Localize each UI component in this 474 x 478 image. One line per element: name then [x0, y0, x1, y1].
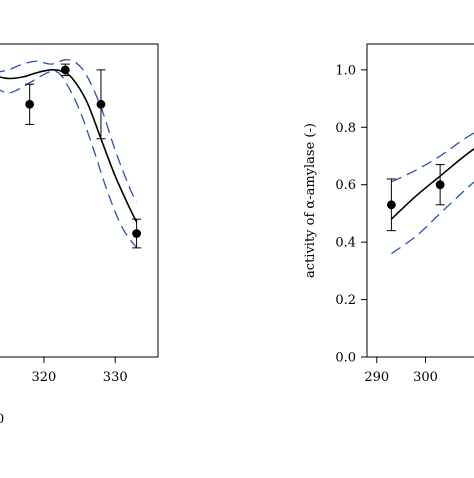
right-chart-fit-line	[390, 147, 474, 220]
right-chart-y-tick-label: 0.6	[335, 178, 356, 193]
right-chart-ci-lower-line	[390, 181, 474, 255]
right-chart-data-point	[386, 200, 396, 210]
left-chart-x-axis-label-fragment: 0	[0, 412, 4, 427]
right-chart-y-tick-label: 0.2	[335, 293, 356, 308]
right-chart-frame	[366, 43, 474, 358]
left-chart-ci-upper-line	[0, 59, 138, 203]
right-chart-y-tick-label: 1.0	[335, 63, 356, 78]
left-chart-data-point	[25, 99, 35, 109]
right-chart: 290 300 0.0 0.2 0.4 0.6 0.8 1.0 activity of α-am…	[303, 43, 474, 385]
left-chart-x-tick-label: 320	[31, 370, 56, 385]
right-chart-x-tick-label: 290	[364, 370, 389, 385]
right-chart-y-axis-title: activity of α-amylase (-)	[303, 123, 318, 278]
right-chart-ci-upper-line	[391, 132, 474, 183]
right-chart-x-tick-label: 300	[413, 370, 438, 385]
right-chart-plot-area	[386, 132, 474, 255]
right-chart-y-tick-label: 0.8	[335, 121, 356, 136]
left-chart-frame	[0, 43, 159, 358]
left-chart-data-point	[96, 99, 106, 109]
left-chart-data-point	[132, 229, 142, 238]
right-chart-y-tick-label: 0.0	[335, 351, 356, 366]
left-chart-data-point	[60, 65, 70, 75]
right-chart-y-tick-label: 0.4	[335, 236, 356, 251]
left-chart-plot-area	[0, 59, 142, 249]
chart-layer: 320 330 0 290 300 0.0 0.2 0.4 0.6 0.8 1.0 activity …	[0, 43, 474, 427]
left-chart: 320 330 0	[0, 43, 159, 427]
right-chart-data-point	[435, 180, 445, 190]
left-chart-x-tick-label: 330	[103, 370, 128, 385]
left-chart-fit-line	[0, 68, 138, 223]
left-chart-ci-lower-line	[0, 70, 138, 249]
